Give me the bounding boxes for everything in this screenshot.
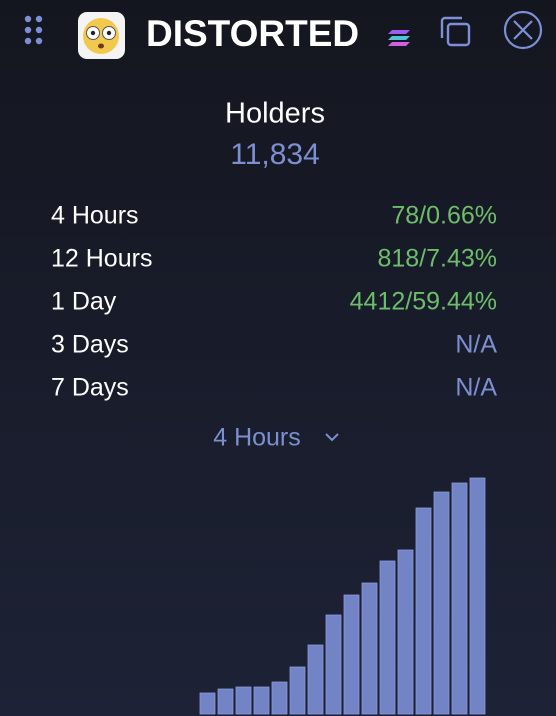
bar — [397, 549, 414, 715]
bar — [415, 507, 432, 715]
period-name: 12 Hours — [51, 245, 152, 273]
bar — [271, 681, 288, 715]
bar — [343, 594, 360, 715]
holders-label: Holders — [225, 98, 325, 130]
period-name: 7 Days — [51, 374, 129, 402]
change-value: N/A — [455, 331, 497, 359]
period-label[interactable]: 4 Hours — [213, 424, 301, 452]
period-name: 4 Hours — [51, 202, 139, 230]
token-title: DISTORTED — [146, 13, 359, 54]
period-name: 3 Days — [51, 331, 129, 359]
change-value: N/A — [455, 374, 497, 402]
holders-chart — [199, 477, 486, 715]
chevron — [325, 433, 339, 442]
bar — [469, 477, 486, 715]
change-value: 78/0.66% — [391, 202, 497, 230]
period-selector[interactable]: 4 Hours — [213, 424, 339, 452]
bar — [199, 692, 216, 715]
bar — [361, 582, 378, 715]
bar — [289, 666, 306, 715]
token-avatar — [78, 12, 125, 59]
bar — [235, 686, 252, 715]
chain-icon — [388, 30, 410, 46]
bar — [451, 482, 468, 715]
bar — [433, 491, 450, 715]
bar — [325, 614, 342, 715]
drag-handle[interactable] — [24, 15, 43, 45]
bar — [307, 644, 324, 715]
holders-count: 11,834 — [230, 138, 320, 171]
copy-button[interactable] — [440, 16, 471, 47]
close-button[interactable] — [503, 10, 543, 50]
bar — [379, 560, 396, 715]
change-value: 4412/59.44% — [350, 288, 497, 316]
period-name: 1 Day — [51, 288, 117, 316]
change-table: 4 Hours 78/0.66% 12 Hours 818/7.43% 1 Day 441… — [51, 202, 497, 402]
bar — [253, 686, 270, 715]
change-value: 818/7.43% — [377, 245, 497, 273]
bar — [217, 688, 234, 715]
